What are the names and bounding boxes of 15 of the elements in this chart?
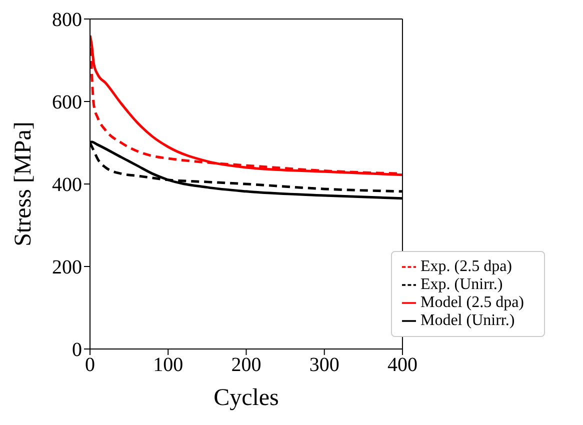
y-tick-label: 600: [52, 92, 82, 114]
y-tick-label: 800: [52, 9, 82, 32]
x-tick-label: 300: [309, 354, 340, 376]
y-tick-label: 400: [52, 174, 82, 196]
x-axis-title: Cycles: [214, 385, 279, 411]
legend-label: Exp. (2.5 dpa): [420, 258, 512, 275]
legend-label: Exp. (Unirr.): [420, 276, 503, 293]
y-tick-label: 200: [52, 256, 82, 279]
x-tick-label: 400: [387, 354, 418, 376]
x-tick-label: 200: [231, 354, 262, 376]
y-tick-label: 0: [72, 339, 82, 362]
legend-label: Model (2.5 dpa): [420, 294, 524, 311]
legend-label: Model (Unirr.): [420, 312, 515, 329]
y-axis-title: Stress [MPa]: [10, 122, 37, 246]
x-tick-label: 100: [153, 354, 184, 376]
